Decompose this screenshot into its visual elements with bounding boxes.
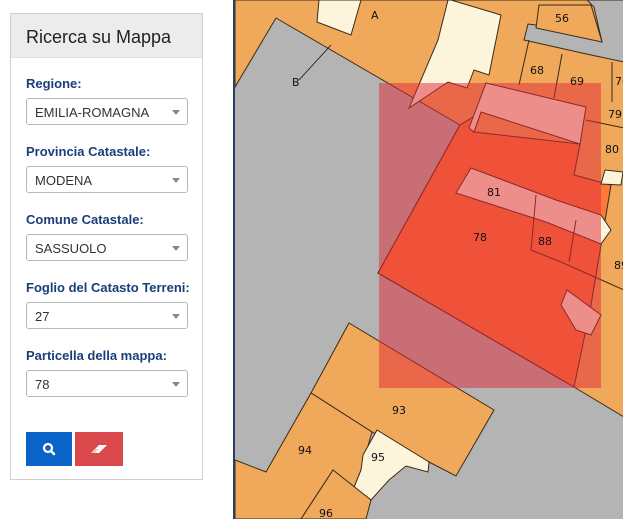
provincia-label: Provincia Catastale: [26,144,151,159]
map-label-79: 79 [608,108,622,121]
comune-value: SASSUOLO [35,241,107,256]
map-label-88: 88 [538,235,552,248]
eraser-icon [91,445,107,453]
search-icon [42,442,56,456]
building-80 [600,169,623,186]
map-canvas[interactable]: A B 56 68 69 70 79 80 81 78 88 89 93 94 … [235,0,623,519]
regione-select[interactable]: EMILIA-ROMAGNA [26,98,188,125]
foglio-select[interactable]: 27 [26,302,188,329]
particella-label: Particella della mappa: [26,348,167,363]
map-label-81: 81 [487,186,501,199]
particella-value: 78 [35,377,50,392]
particella-select[interactable]: 78 [26,370,188,397]
search-button[interactable] [26,432,72,466]
cadastral-map[interactable]: A B 56 68 69 70 79 80 81 78 88 89 93 94 … [233,0,623,519]
foglio-label: Foglio del Catasto Terreni: [26,280,190,295]
map-label-b: B [292,76,300,89]
map-label-89: 89 [614,259,623,272]
map-label-78: 78 [473,231,487,244]
map-label-a: A [371,9,379,22]
parcel-56 [535,4,603,43]
map-label-93: 93 [392,404,406,417]
map-label-94: 94 [298,444,312,457]
regione-value: EMILIA-ROMAGNA [35,105,150,120]
comune-select[interactable]: SASSUOLO [26,234,188,261]
map-label-68: 68 [530,64,544,77]
clear-button[interactable] [75,432,123,466]
parcel-95 [352,429,430,501]
map-label-96: 96 [319,507,333,519]
search-panel: Ricerca su Mappa Regione: EMILIA-ROMAGNA… [10,13,203,480]
chevron-down-icon [172,314,180,319]
map-label-95: 95 [371,451,385,464]
chevron-down-icon [172,110,180,115]
panel-header [11,14,202,58]
provincia-value: MODENA [35,173,93,188]
comune-label: Comune Catastale: [26,212,144,227]
map-label-70: 70 [615,75,623,88]
panel-title: Ricerca su Mappa [26,27,172,47]
foglio-value: 27 [35,309,50,324]
label-pointer [298,44,332,81]
road-top-right [523,0,623,63]
map-label-56: 56 [555,12,569,25]
provincia-select[interactable]: MODENA [26,166,188,193]
chevron-down-icon [172,178,180,183]
chevron-down-icon [172,382,180,387]
building-a [316,0,362,36]
chevron-down-icon [172,246,180,251]
selected-parcel-highlight [379,83,601,388]
map-label-80: 80 [605,143,619,156]
map-label-69: 69 [570,75,584,88]
parcel-96 [300,469,372,519]
regione-label: Regione: [26,76,82,91]
